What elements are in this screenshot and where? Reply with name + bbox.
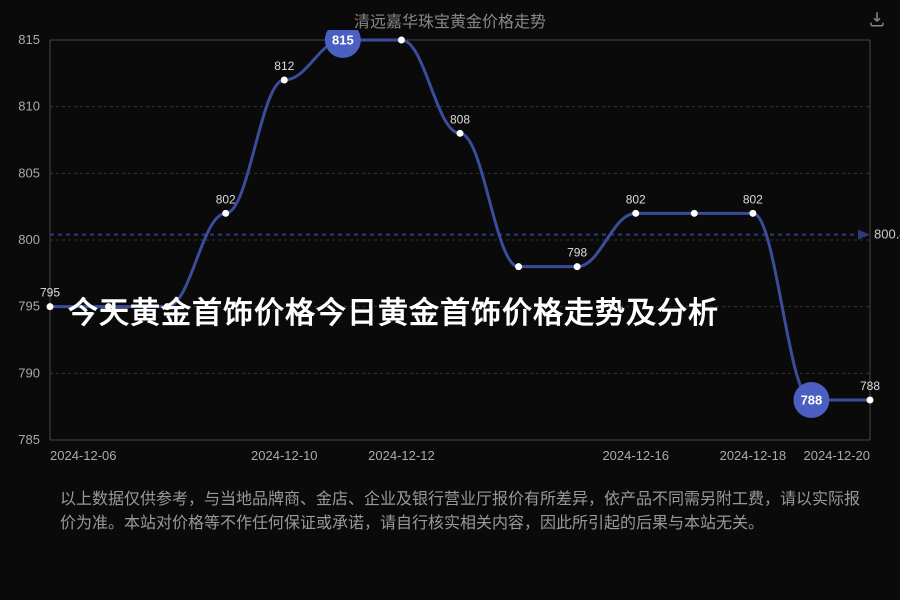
svg-text:2024-12-06: 2024-12-06 [50,448,117,463]
svg-text:790: 790 [18,365,40,380]
svg-text:815: 815 [18,32,40,47]
svg-text:785: 785 [18,432,40,447]
overlay-headline: 今天黄金首饰价格今日黄金首饰价格走势及分析 [68,288,719,332]
svg-text:810: 810 [18,99,40,114]
svg-text:2024-12-16: 2024-12-16 [602,448,669,463]
disclaimer-text: 以上数据仅供参考，与当地品牌商、金店、企业及银行营业厅报价有所差异，依产品不同需… [60,488,860,536]
svg-text:788: 788 [860,379,880,393]
svg-text:808: 808 [450,112,470,126]
price-chart: 785 790 795 800 805 810 815 2024-12-06 2024-12-1… [0,30,900,470]
svg-text:798: 798 [567,246,587,260]
svg-text:2024-12-10: 2024-12-10 [251,448,318,463]
chart-title: 清远嘉华珠宝黄金价格走势 [354,8,546,32]
svg-text:802: 802 [743,192,763,206]
svg-text:800.4: 800.4 [874,227,900,242]
svg-text:800: 800 [18,232,40,247]
svg-text:815: 815 [332,32,354,47]
svg-text:2024-12-20: 2024-12-20 [804,448,871,463]
svg-text:2024-12-18: 2024-12-18 [720,448,787,463]
svg-text:788: 788 [801,392,823,407]
svg-text:802: 802 [216,192,236,206]
svg-text:795: 795 [40,286,60,300]
svg-text:812: 812 [274,59,294,73]
svg-text:795: 795 [18,299,40,314]
svg-text:802: 802 [626,192,646,206]
svg-text:805: 805 [18,165,40,180]
download-icon[interactable] [868,10,886,28]
svg-text:2024-12-12: 2024-12-12 [368,448,435,463]
